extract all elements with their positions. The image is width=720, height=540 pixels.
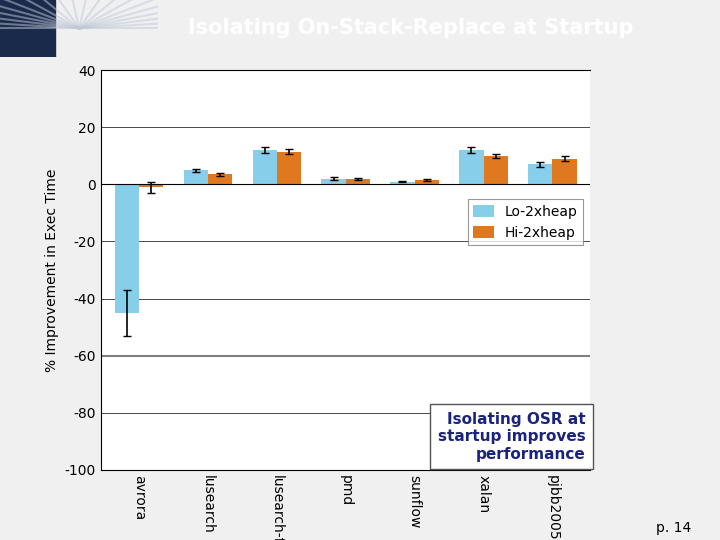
Bar [346,179,370,184]
Bar [552,159,577,184]
Bar [207,174,232,184]
Bar [276,152,301,184]
Text: Isolating OSR at
startup improves
performance: Isolating OSR at startup improves perfor… [438,412,585,462]
Bar [484,156,508,184]
Bar [390,181,415,184]
Bar [184,170,207,184]
Bar [114,184,139,313]
Text: p. 14: p. 14 [656,521,691,535]
Bar [0,0,55,57]
Bar [139,184,163,187]
Bar [321,179,346,184]
Y-axis label: % Improvement in Exec Time: % Improvement in Exec Time [45,168,59,372]
Bar [459,150,484,184]
Bar [415,180,438,184]
Legend: Lo-2xheap, Hi-2xheap: Lo-2xheap, Hi-2xheap [467,199,583,245]
Bar [528,164,552,184]
Bar [253,150,276,184]
Text: Isolating On-Stack-Replace at Startup: Isolating On-Stack-Replace at Startup [188,18,633,38]
